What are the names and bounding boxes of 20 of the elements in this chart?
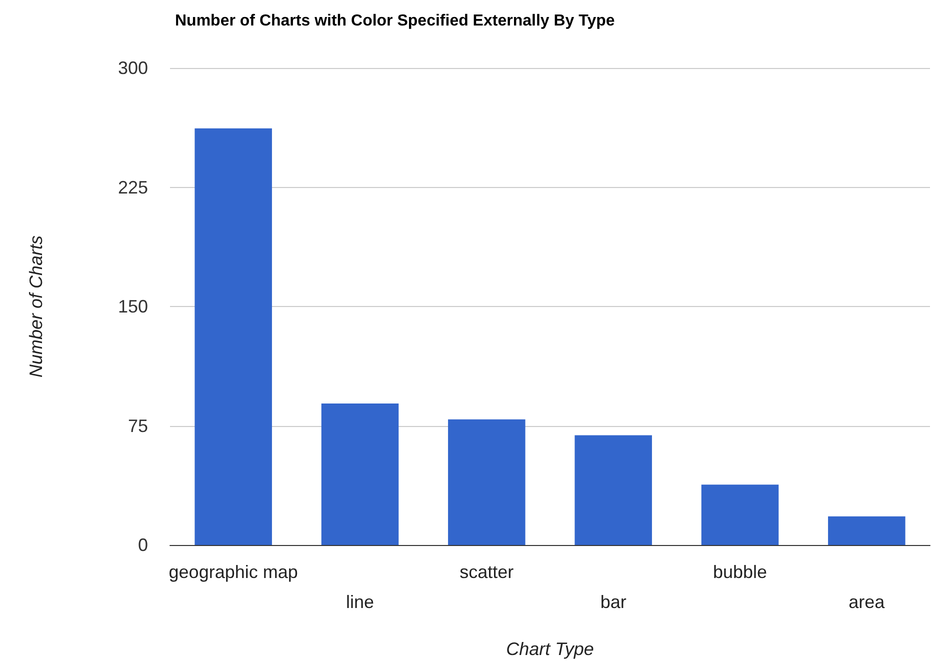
y-tick-label: 300	[118, 58, 148, 78]
y-tick-label: 0	[138, 535, 148, 555]
x-tick-label: scatter	[460, 562, 514, 582]
chart-title: Number of Charts with Color Specified Externally By Type	[175, 12, 615, 30]
bar	[574, 435, 652, 545]
x-tick-label: bubble	[712, 562, 768, 582]
bar	[828, 516, 906, 545]
bar	[448, 419, 526, 545]
x-tick-label: line	[346, 592, 374, 612]
x-tick-label: area	[848, 592, 886, 612]
y-axis-title: Number of Charts	[26, 235, 46, 378]
bar	[194, 128, 272, 545]
bar	[321, 403, 399, 545]
x-axis-title: Chart Type	[506, 639, 594, 659]
y-tick-label: 75	[128, 416, 148, 436]
x-tick-label: geographic map	[168, 562, 298, 582]
x-tick-label: bar	[600, 592, 626, 612]
y-tick-label: 225	[118, 177, 148, 198]
y-tick-label: 150	[118, 296, 148, 316]
bar	[701, 484, 779, 545]
